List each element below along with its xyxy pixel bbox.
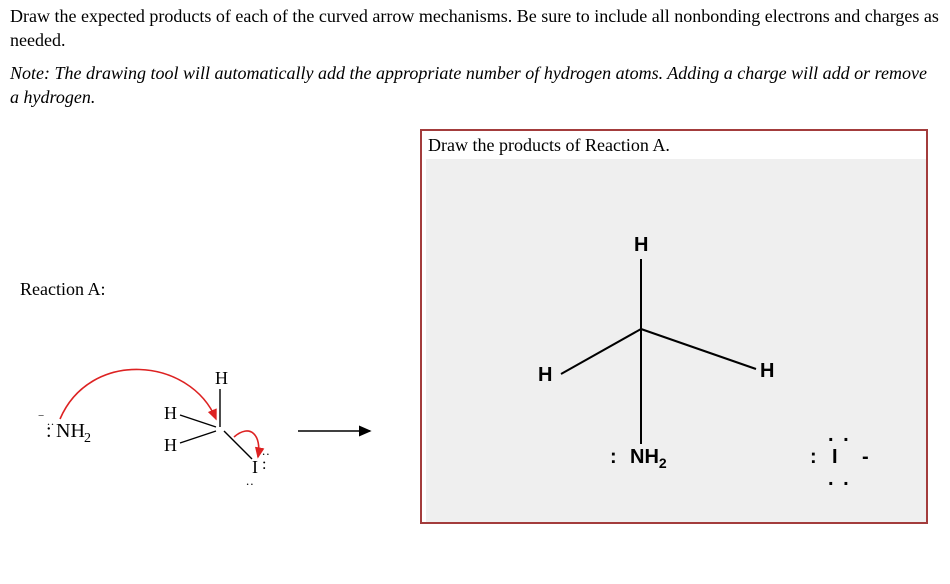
iodide-lp-left-icon[interactable]: : <box>810 447 817 467</box>
nh2-atom[interactable]: NH2 <box>630 447 667 467</box>
product-bonds <box>426 159 926 522</box>
content-row: Reaction A: − : .. NH 2 H H <box>0 129 950 300</box>
iodide-atom[interactable]: I <box>832 447 838 467</box>
iodide-lp-top-icon[interactable]: . . <box>828 425 851 445</box>
reaction-a-label: Reaction A: <box>20 279 420 300</box>
right-pane: Draw the products of Reaction A. H H H :… <box>420 129 930 300</box>
answer-panel[interactable]: Draw the products of Reaction A. H H H :… <box>420 129 928 524</box>
svg-text:H: H <box>164 435 177 455</box>
iodide-lp-bottom-icon[interactable]: . . <box>828 469 851 489</box>
reaction-a-diagram: − : .. NH 2 H H H I .. : .. <box>30 339 390 499</box>
svg-text:2: 2 <box>84 431 91 446</box>
h-left-atom[interactable]: H <box>538 365 552 385</box>
nh2-lonepair-icon[interactable]: : <box>610 447 617 467</box>
panel-title: Draw the products of Reaction A. <box>428 135 670 156</box>
svg-text:..: .. <box>47 414 55 428</box>
h-right-atom[interactable]: H <box>760 361 774 381</box>
svg-text:H: H <box>164 403 177 423</box>
drawing-canvas[interactable]: H H H : NH2 . . : I - . . <box>426 159 926 522</box>
svg-text:..: .. <box>246 473 255 488</box>
svg-text:−: − <box>38 410 44 422</box>
left-pane: Reaction A: − : .. NH 2 H H <box>0 129 420 300</box>
svg-text::: : <box>262 456 266 473</box>
instructions-text: Draw the expected products of each of th… <box>0 0 950 53</box>
svg-text:NH: NH <box>56 420 85 442</box>
svg-text:H: H <box>215 368 228 388</box>
iodide-charge[interactable]: - <box>862 447 869 467</box>
svg-text:..: .. <box>262 443 271 458</box>
h-top-atom[interactable]: H <box>634 235 648 255</box>
note-text: Note: The drawing tool will automaticall… <box>0 53 950 110</box>
